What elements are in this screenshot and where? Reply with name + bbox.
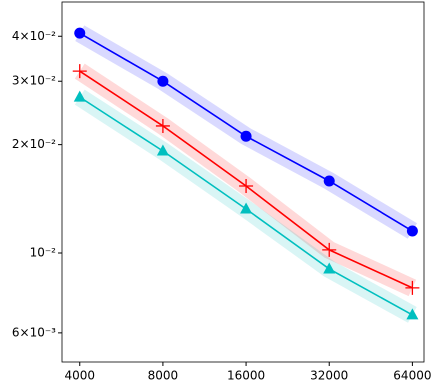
marker xyxy=(240,202,253,214)
marker xyxy=(323,262,336,274)
x-tick-label: 64000 xyxy=(393,369,431,382)
marker xyxy=(239,179,254,194)
marker xyxy=(406,308,419,320)
marker xyxy=(157,75,169,87)
marker xyxy=(406,225,418,237)
marker xyxy=(322,242,337,257)
x-tick-label: 8000 xyxy=(148,369,179,382)
x-tick-label: 4000 xyxy=(64,369,95,382)
marker xyxy=(73,90,86,102)
marker xyxy=(74,27,86,39)
x-tick-label: 32000 xyxy=(310,369,348,382)
x-tick-label: 16000 xyxy=(227,369,265,382)
marker xyxy=(72,64,87,79)
marker xyxy=(155,118,170,133)
marker xyxy=(405,280,420,295)
y-tick-label: 2×10⁻² xyxy=(12,137,56,151)
marker xyxy=(156,144,169,156)
y-tick-label: 3×10⁻² xyxy=(12,74,56,88)
marker xyxy=(323,175,335,187)
y-tick-label: 10⁻² xyxy=(30,246,57,260)
plot-frame xyxy=(61,1,425,363)
y-tick-label: 4×10⁻² xyxy=(12,29,56,43)
marker xyxy=(240,130,252,142)
y-tick-label: 6×10⁻³ xyxy=(12,325,56,339)
